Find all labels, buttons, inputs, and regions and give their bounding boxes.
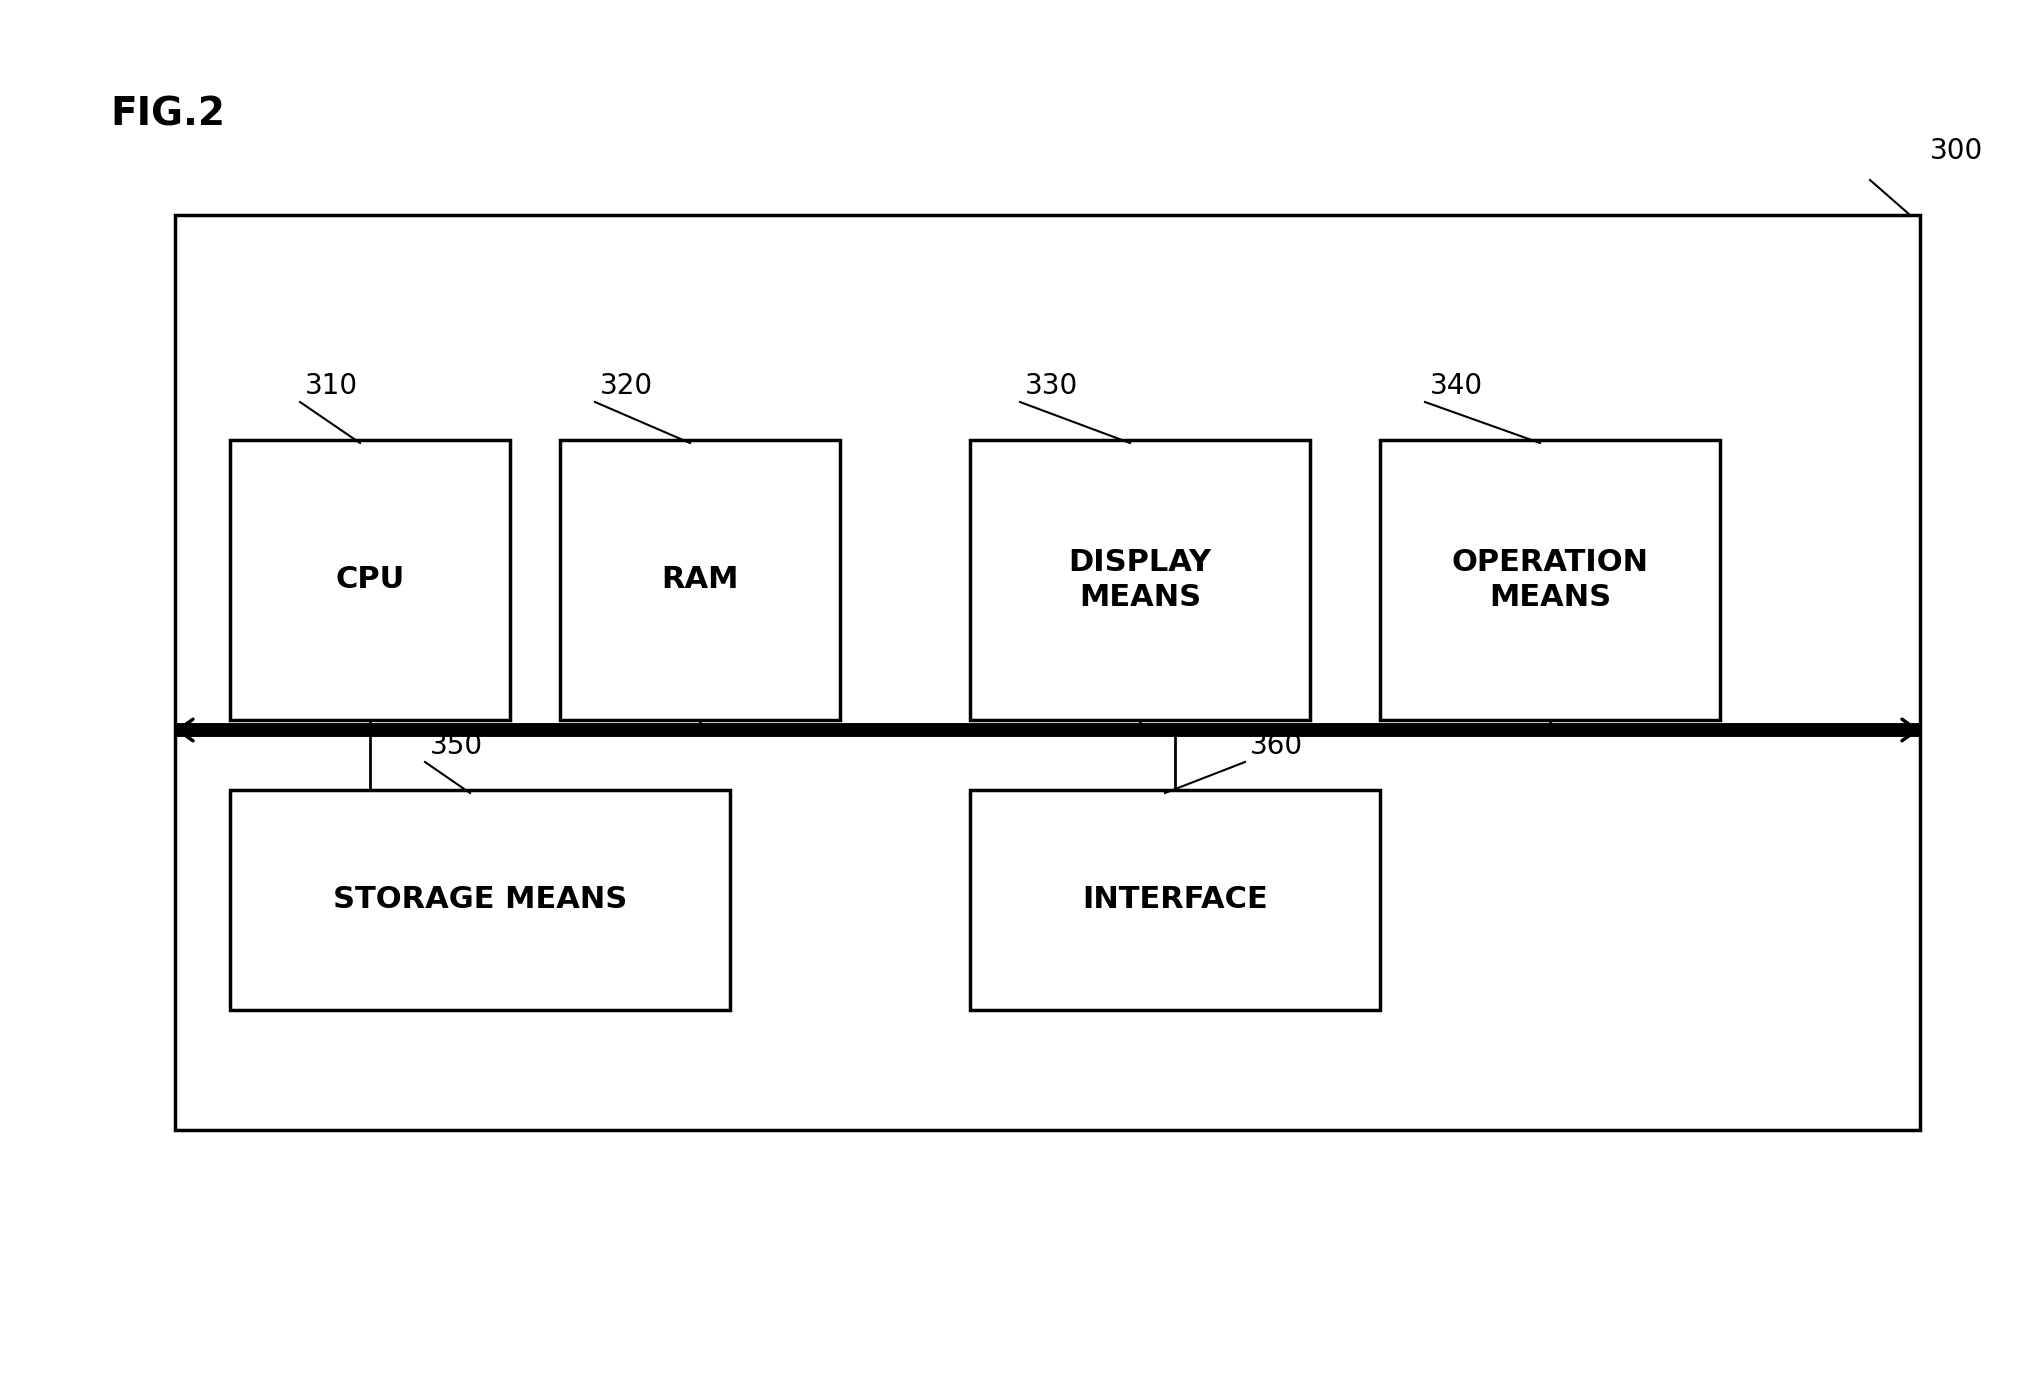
Bar — [176, 215, 1919, 1130]
Text: 330: 330 — [1024, 372, 1079, 400]
Text: 360: 360 — [1250, 732, 1303, 761]
Text: 340: 340 — [1430, 372, 1483, 400]
Text: DISPLAY
MEANS: DISPLAY MEANS — [1069, 547, 1212, 612]
Bar — [1380, 440, 1719, 719]
Text: CPU: CPU — [335, 565, 404, 594]
Text: INTERFACE: INTERFACE — [1083, 886, 1269, 915]
Text: STORAGE MEANS: STORAGE MEANS — [333, 886, 626, 915]
Text: 300: 300 — [1929, 136, 1984, 165]
Bar — [230, 790, 729, 1010]
Text: 320: 320 — [600, 372, 652, 400]
Bar — [560, 440, 840, 719]
Text: 310: 310 — [305, 372, 358, 400]
Bar — [970, 440, 1311, 719]
Text: FIG.2: FIG.2 — [109, 95, 224, 134]
Text: RAM: RAM — [661, 565, 739, 594]
Bar — [970, 790, 1380, 1010]
Text: OPERATION
MEANS: OPERATION MEANS — [1452, 547, 1648, 612]
Bar — [230, 440, 509, 719]
Text: 350: 350 — [430, 732, 483, 761]
